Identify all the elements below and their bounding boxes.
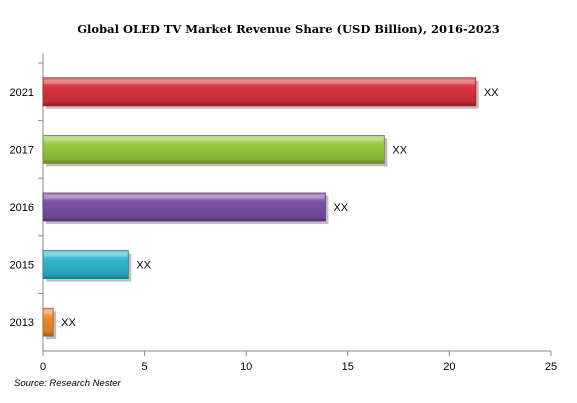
- category-label-2017: 2017: [10, 144, 34, 156]
- bar-highlight: [44, 79, 475, 84]
- bar-highlight: [44, 310, 53, 315]
- chart-title: Global OLED TV Market Revenue Share (USD…: [77, 22, 500, 36]
- category-label-2016: 2016: [10, 202, 34, 214]
- bar-2017: [42, 134, 385, 164]
- category-label-2021: 2021: [10, 87, 34, 99]
- data-label-2015: XX: [136, 260, 151, 272]
- x-tick-label: 5: [142, 361, 148, 373]
- data-label-2021: XX: [484, 87, 499, 99]
- data-label-2013: XX: [61, 317, 76, 329]
- bar-2015: [42, 250, 129, 280]
- bar-2021: [42, 77, 477, 107]
- source-note: Source: Research Nester: [14, 378, 121, 389]
- bar-2013: [42, 307, 54, 337]
- bar-2016: [42, 192, 326, 222]
- x-tick-label: 20: [443, 361, 455, 373]
- bar-highlight: [44, 252, 128, 257]
- category-label-2013: 2013: [10, 317, 34, 329]
- x-tick-label: 10: [240, 361, 252, 373]
- x-tick-label: 15: [342, 361, 354, 373]
- bar-highlight: [44, 137, 384, 142]
- data-label-2017: XX: [392, 144, 407, 156]
- data-label-2016: XX: [333, 202, 348, 214]
- x-tick-label: 0: [40, 361, 46, 373]
- x-tick-label: 25: [545, 361, 557, 373]
- bar-highlight: [44, 195, 325, 199]
- category-label-2015: 2015: [10, 260, 34, 272]
